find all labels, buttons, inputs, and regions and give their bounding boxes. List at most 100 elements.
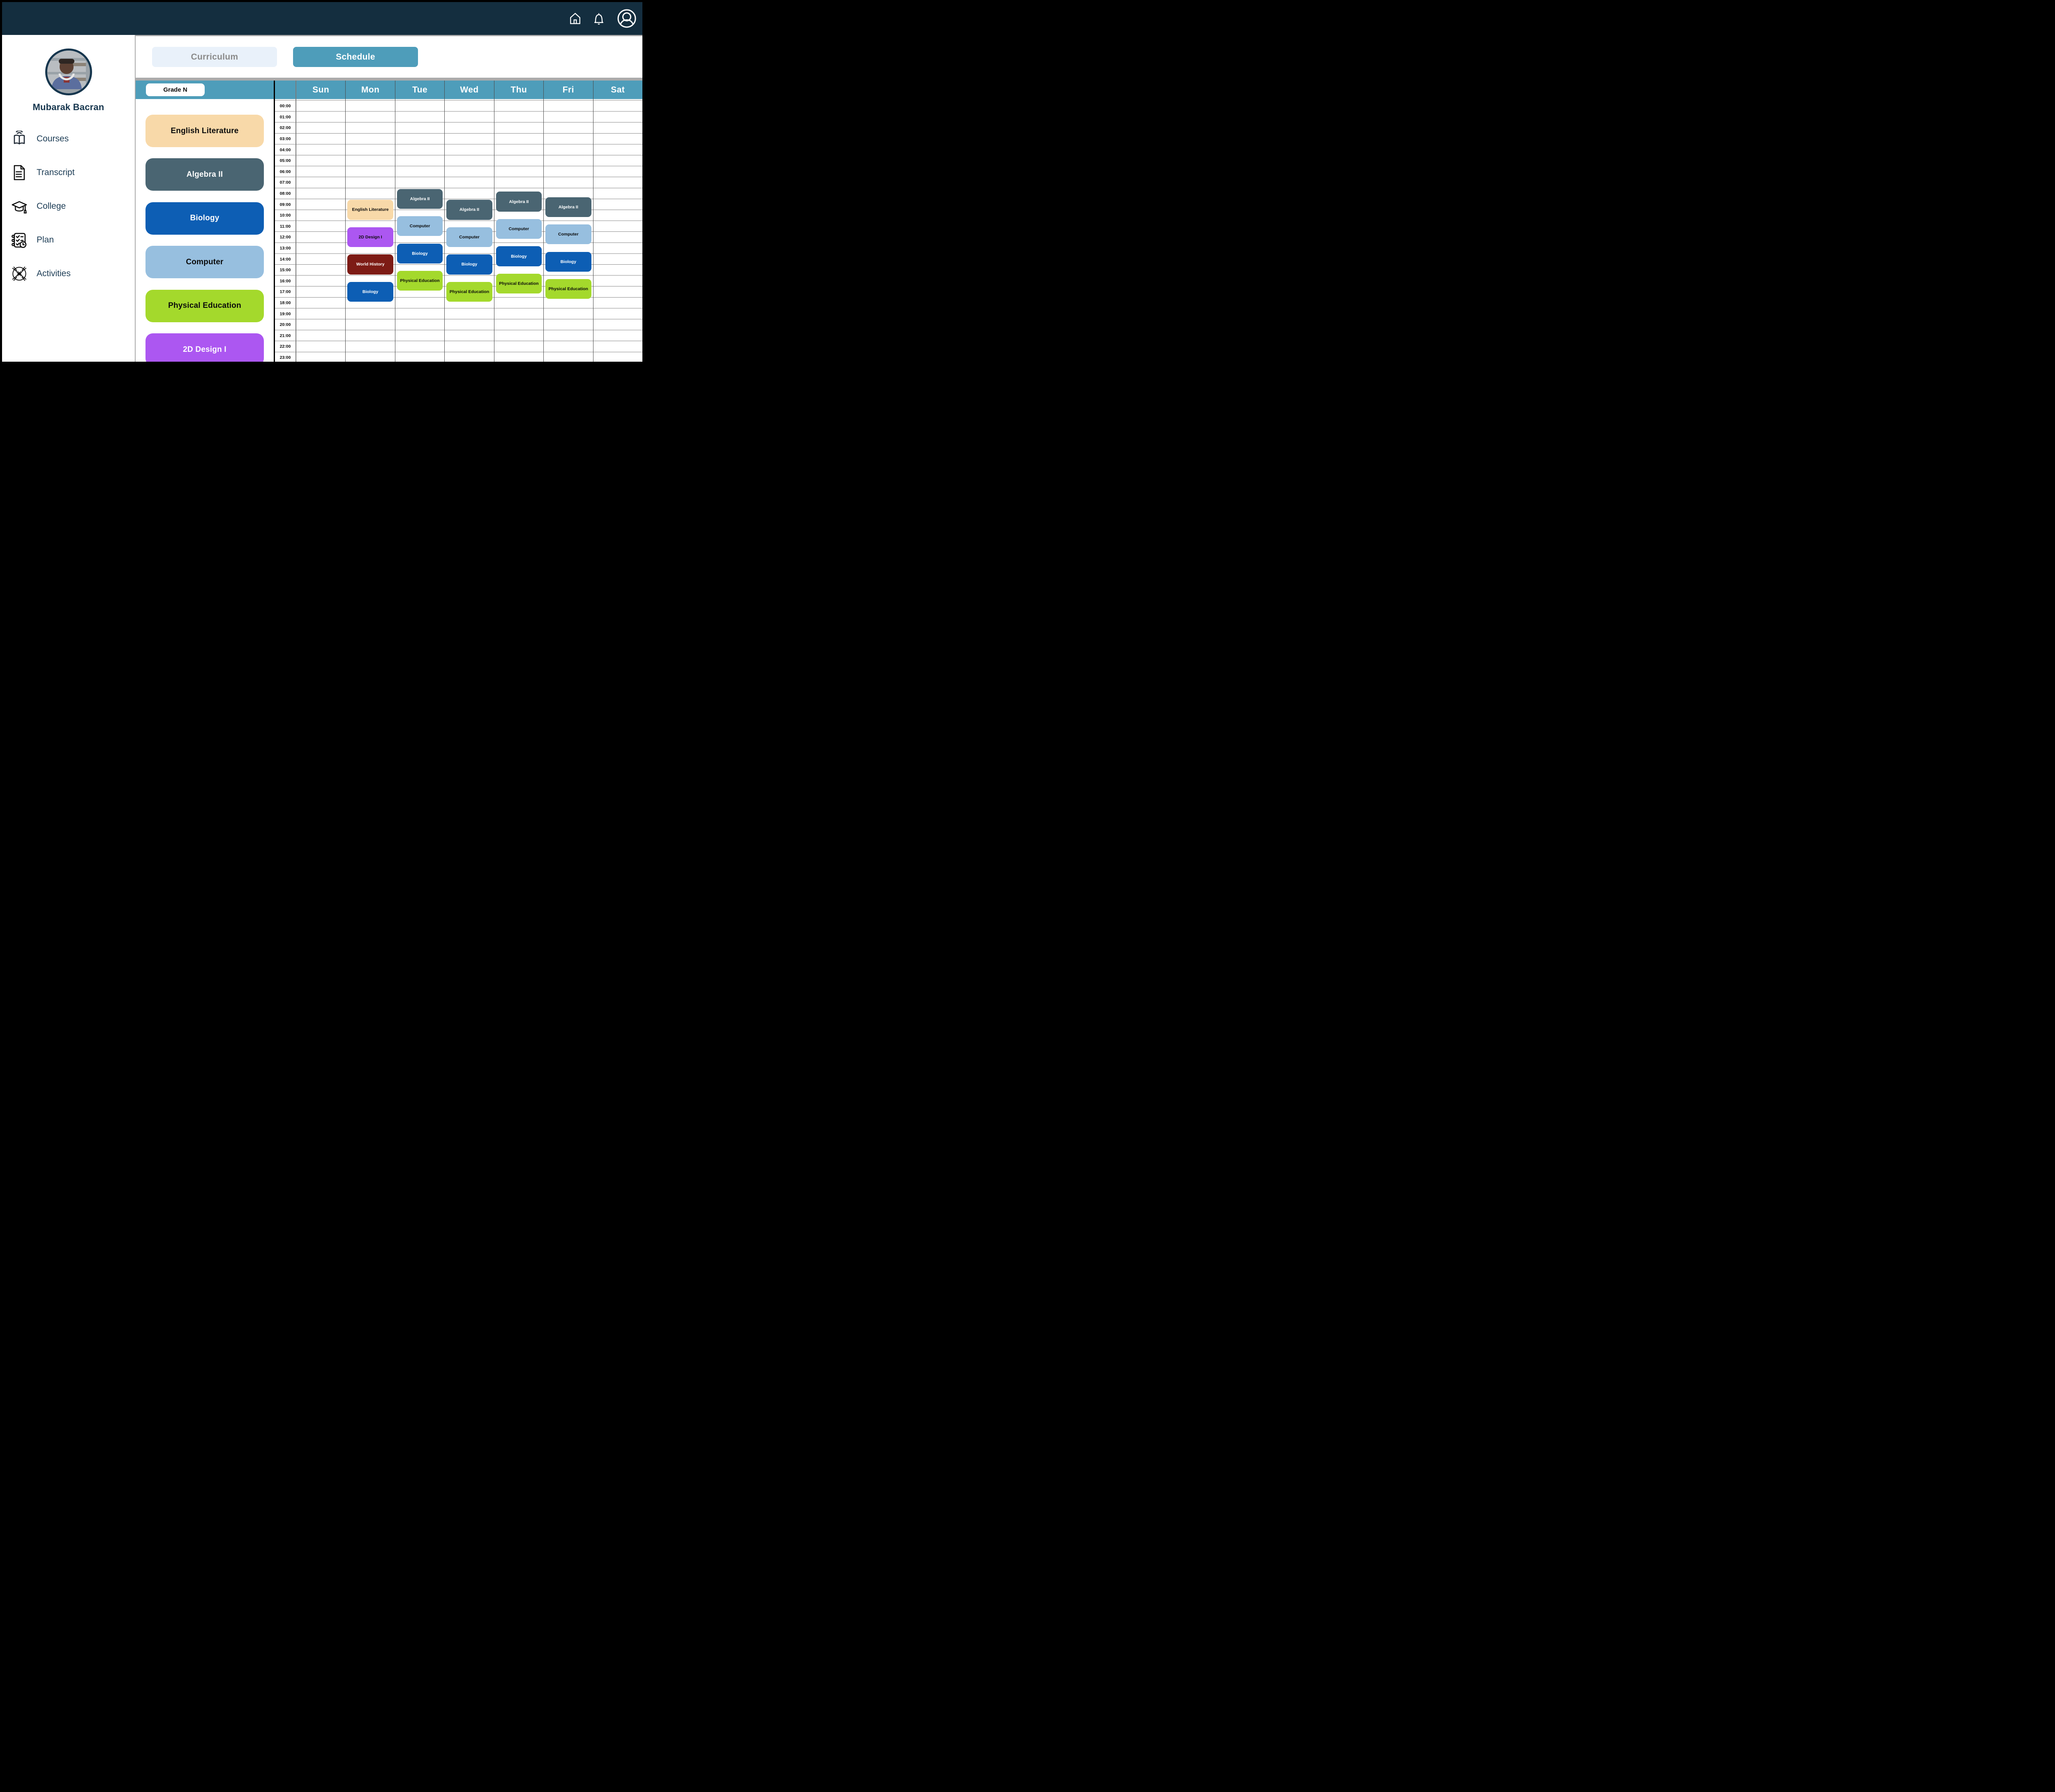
day-header-sun: Sun xyxy=(296,81,345,99)
course-chip-algebra-ii[interactable]: Algebra II xyxy=(145,158,264,191)
hour-label: 18:00 xyxy=(279,300,291,306)
sidebar-item-label: Activities xyxy=(37,269,71,278)
tab-schedule[interactable]: Schedule xyxy=(293,47,418,67)
event-thu-computer[interactable]: Computer xyxy=(496,219,542,239)
avatar xyxy=(45,48,92,95)
course-chip-computer[interactable]: Computer xyxy=(145,246,264,279)
hour-label: 13:00 xyxy=(279,246,291,251)
schedule-header: Grade N Sun Mon Tue Wed Thu Fri Sat xyxy=(136,81,642,99)
day-header-sat: Sat xyxy=(593,81,642,99)
hour-label: 08:00 xyxy=(279,191,291,196)
tabs-row: Curriculum Schedule xyxy=(136,36,642,78)
event-fri-algebra-ii[interactable]: Algebra II xyxy=(545,197,591,217)
sidebar-item-transcript[interactable]: Transcript xyxy=(11,164,135,181)
event-thu-algebra-ii[interactable]: Algebra II xyxy=(496,192,542,212)
day-column-tue: Algebra II Computer Biology Physical Educat… xyxy=(395,99,445,362)
hour-label: 02:00 xyxy=(279,125,291,131)
hour-label: 12:00 xyxy=(279,235,291,240)
hour-label: 06:00 xyxy=(279,169,291,174)
event-tue-physical-education[interactable]: Physical Education xyxy=(397,271,443,291)
day-header-thu: Thu xyxy=(494,81,543,99)
hour-label: 04:00 xyxy=(279,147,291,152)
event-wed-physical-education[interactable]: Physical Education xyxy=(446,282,492,302)
college-graduation-cap-icon xyxy=(11,198,28,215)
hour-label: 16:00 xyxy=(279,278,291,284)
day-column-thu: Algebra II Computer Biology Physical Educat… xyxy=(494,99,544,362)
hour-label: 01:00 xyxy=(279,114,291,120)
tab-curriculum[interactable]: Curriculum xyxy=(152,47,277,67)
course-chip-2d-design-i[interactable]: 2D Design I xyxy=(145,333,264,362)
profile-name: Mubarak Bacran xyxy=(32,102,104,112)
day-column-sat xyxy=(593,99,642,362)
hour-label: 05:00 xyxy=(279,158,291,164)
hour-label: 00:00 xyxy=(279,104,291,109)
event-fri-computer[interactable]: Computer xyxy=(545,224,591,245)
day-column-wed: Algebra II Computer Biology Physical Educat… xyxy=(444,99,494,362)
courses-book-icon xyxy=(11,131,28,147)
sidebar-item-label: Transcript xyxy=(37,168,75,177)
course-chip-biology[interactable]: Biology xyxy=(145,202,264,235)
sidebar-item-courses[interactable]: Courses xyxy=(11,131,135,147)
day-column-fri: Algebra II Computer Biology Physical Educat… xyxy=(543,99,593,362)
day-column-mon: English Literature 2D Design I World Histo… xyxy=(345,99,395,362)
time-column-header xyxy=(275,81,296,99)
day-header-wed: Wed xyxy=(444,81,494,99)
event-mon-english-literature[interactable]: English Literature xyxy=(347,200,393,220)
hour-label: 21:00 xyxy=(279,333,291,338)
day-header-mon: Mon xyxy=(345,81,395,99)
event-wed-algebra-ii[interactable]: Algebra II xyxy=(446,200,492,220)
event-mon-world-history[interactable]: World History xyxy=(347,254,393,275)
sidebar-item-college[interactable]: College xyxy=(11,198,135,215)
hour-label: 10:00 xyxy=(279,213,291,218)
sidebar-menu: Courses Transcript College Plan Activities xyxy=(2,131,135,282)
event-wed-biology[interactable]: Biology xyxy=(446,254,492,275)
event-wed-computer[interactable]: Computer xyxy=(446,227,492,247)
event-tue-biology[interactable]: Biology xyxy=(397,243,443,263)
day-column-sun xyxy=(296,99,346,362)
event-fri-physical-education[interactable]: Physical Education xyxy=(545,279,591,299)
hour-label: 14:00 xyxy=(279,256,291,262)
profile-icon[interactable] xyxy=(617,9,637,28)
hour-label: 23:00 xyxy=(279,355,291,360)
hour-label: 17:00 xyxy=(279,289,291,295)
event-fri-biology[interactable]: Biology xyxy=(545,252,591,272)
hour-label: 22:00 xyxy=(279,344,291,349)
event-tue-computer[interactable]: Computer xyxy=(397,216,443,236)
course-chips-panel: English Literature Algebra II Biology Compu… xyxy=(136,99,275,362)
hour-label: 09:00 xyxy=(279,202,291,207)
notifications-bell-icon[interactable] xyxy=(593,12,605,25)
plan-checklist-icon xyxy=(11,232,28,248)
sidebar-item-label: Courses xyxy=(37,134,69,143)
hour-label: 03:00 xyxy=(279,136,291,142)
event-mon-2d-design-i[interactable]: 2D Design I xyxy=(347,227,393,247)
home-icon[interactable] xyxy=(570,12,581,25)
top-nav-bar xyxy=(2,2,642,35)
sidebar-item-label: College xyxy=(37,201,66,211)
divider xyxy=(136,78,642,81)
course-chip-english-literature[interactable]: English Literature xyxy=(145,115,264,147)
hour-label: 11:00 xyxy=(279,224,291,229)
schedule-body: English Literature Algebra II Biology Compu… xyxy=(136,99,642,362)
app-window: Mubarak Bacran Courses Transcript College P… xyxy=(2,2,642,362)
hour-label: 15:00 xyxy=(279,268,291,273)
event-thu-biology[interactable]: Biology xyxy=(496,246,542,266)
transcript-document-icon xyxy=(11,164,28,181)
hour-label: 07:00 xyxy=(279,180,291,185)
hour-label: 19:00 xyxy=(279,311,291,316)
event-tue-algebra-ii[interactable]: Algebra II xyxy=(397,189,443,209)
day-header-tue: Tue xyxy=(395,81,444,99)
course-chip-physical-education[interactable]: Physical Education xyxy=(145,289,264,322)
activities-hands-icon xyxy=(11,266,28,282)
sidebar-item-plan[interactable]: Plan xyxy=(11,232,135,248)
grade-cell: Grade N xyxy=(136,81,275,99)
sidebar-item-activities[interactable]: Activities xyxy=(11,266,135,282)
time-axis: 00:00 01:00 02:00 03:00 04:00 05:00 06:00 07:00… xyxy=(275,99,296,362)
avatar-photo xyxy=(47,51,86,89)
event-mon-biology[interactable]: Biology xyxy=(347,282,393,302)
day-header-fri: Fri xyxy=(543,81,593,99)
event-thu-physical-education[interactable]: Physical Education xyxy=(496,273,542,294)
sidebar-item-label: Plan xyxy=(37,235,54,245)
hour-label: 20:00 xyxy=(279,322,291,328)
grade-selector[interactable]: Grade N xyxy=(146,83,205,96)
sidebar: Mubarak Bacran Courses Transcript College P… xyxy=(2,35,136,362)
